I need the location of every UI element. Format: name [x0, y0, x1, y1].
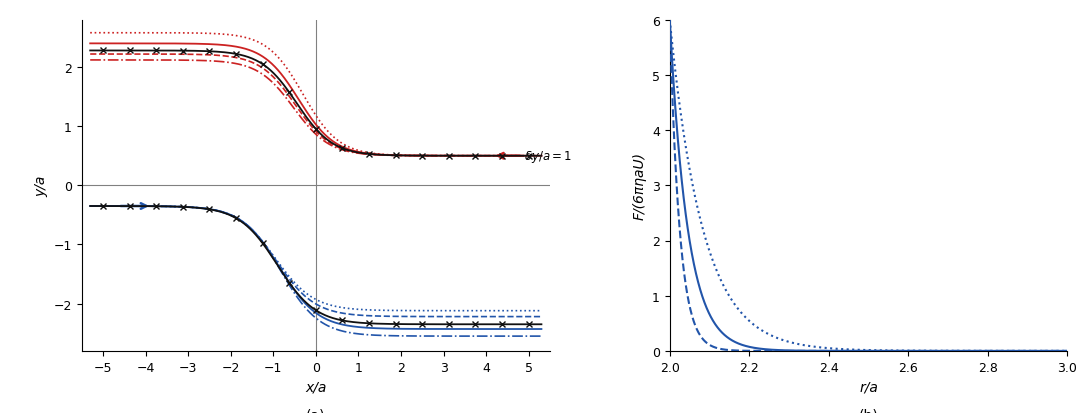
- Text: (b): (b): [858, 407, 879, 413]
- Y-axis label: F/(6πηaU): F/(6πηaU): [633, 152, 647, 220]
- Y-axis label: y/a: y/a: [34, 175, 48, 197]
- Text: $\delta y/a = 1$: $\delta y/a = 1$: [525, 148, 573, 164]
- Text: (a): (a): [306, 407, 326, 413]
- X-axis label: x/a: x/a: [305, 379, 327, 393]
- X-axis label: r/a: r/a: [859, 379, 878, 393]
